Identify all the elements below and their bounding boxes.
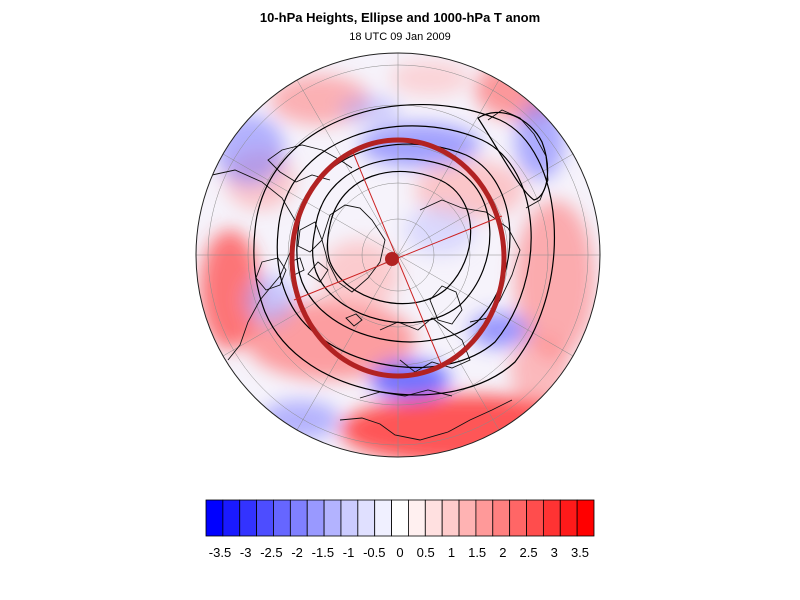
colorbar-box bbox=[340, 499, 359, 537]
cool-anomaly-patch bbox=[245, 275, 295, 325]
graticule bbox=[196, 53, 600, 457]
alaska-coast bbox=[267, 144, 353, 183]
warm-anomaly-patch bbox=[510, 335, 570, 405]
colorbar-box bbox=[424, 499, 443, 537]
colorbar-tick-label: 2.5 bbox=[520, 545, 538, 560]
colorbar-box bbox=[306, 499, 325, 537]
meridian bbox=[397, 79, 500, 256]
colorbar-box bbox=[256, 499, 274, 537]
colorbar-tick-label: -1.5 bbox=[312, 545, 334, 560]
colorbar-box bbox=[222, 499, 241, 537]
scandinavia-coast bbox=[429, 285, 463, 325]
meridian bbox=[397, 254, 574, 357]
colorbar-tick-label: 0.5 bbox=[417, 545, 435, 560]
meridian bbox=[397, 153, 574, 256]
iceland-coast bbox=[345, 313, 363, 327]
colorbar-box bbox=[374, 499, 392, 537]
colorbar-box bbox=[509, 499, 527, 537]
colorbar-tick-label: 2 bbox=[499, 545, 506, 560]
colorbar-labels: -3.5 -3 -2.5 -2 -1.5 -1 -0.5 0 0.5 1 1.5 2 2.5 3 3.5 bbox=[209, 545, 589, 560]
colorbar-tick-label: 1.5 bbox=[468, 545, 486, 560]
warm-anomaly-patch bbox=[320, 240, 400, 310]
colorbar-box bbox=[475, 499, 494, 537]
warm-anomaly-patch bbox=[245, 300, 415, 380]
greenland-coast bbox=[321, 204, 386, 293]
vortex-ellipse-outline bbox=[289, 137, 507, 379]
colorbar-box bbox=[441, 499, 460, 537]
cool-anomaly-patch bbox=[405, 205, 475, 255]
warm-anomaly-patch bbox=[515, 200, 595, 360]
colorbar-box bbox=[357, 499, 376, 537]
warm-anomaly-patch bbox=[340, 395, 600, 457]
colorbar-box bbox=[458, 499, 477, 537]
mediterranean-coast bbox=[359, 389, 453, 399]
colorbar-tick-label: -0.5 bbox=[363, 545, 385, 560]
colorbar-boxes bbox=[205, 499, 595, 537]
africa-coast bbox=[339, 399, 513, 441]
asia-east-coast bbox=[487, 109, 549, 209]
meridian bbox=[296, 79, 399, 256]
europe-coast bbox=[379, 317, 471, 373]
colorbar-box bbox=[526, 499, 544, 537]
height-contour bbox=[311, 158, 491, 324]
colorbar-box bbox=[576, 499, 595, 537]
colorbar-box bbox=[542, 499, 561, 537]
meridian bbox=[222, 254, 399, 357]
colorbar-tick-label: -2 bbox=[291, 545, 303, 560]
colorbar-box bbox=[323, 499, 342, 537]
height-contour bbox=[326, 170, 472, 305]
meridian bbox=[397, 254, 500, 431]
colorbar-box bbox=[559, 499, 578, 537]
colorbar-box bbox=[239, 499, 258, 537]
height-contour bbox=[276, 125, 532, 369]
colorbar-box bbox=[408, 499, 426, 537]
colorbar-tick-label: 3.5 bbox=[571, 545, 589, 560]
colorbar: -3.5 -3 -2.5 -2 -1.5 -1 -0.5 0 0.5 1 1.5 2 2.5 3 3.5 bbox=[205, 499, 595, 560]
colorbar-box bbox=[492, 499, 511, 537]
ellipse-center-marker bbox=[385, 252, 399, 266]
colorbar-box bbox=[273, 499, 291, 537]
colorbar-box bbox=[289, 499, 308, 537]
colorbar-tick-label: 1 bbox=[448, 545, 455, 560]
polar-map bbox=[195, 52, 601, 458]
colorbar-box bbox=[391, 499, 409, 537]
temperature-anomaly-field bbox=[200, 60, 600, 457]
warm-anomaly-patch bbox=[475, 60, 565, 120]
height-contour bbox=[477, 111, 549, 201]
warm-anomaly-patch bbox=[390, 60, 470, 96]
vortex-ellipse bbox=[289, 137, 507, 379]
warm-anomaly-patch bbox=[415, 160, 525, 220]
colorbar-box bbox=[205, 499, 224, 537]
colorbar-tick-label: 0 bbox=[396, 545, 403, 560]
meridian bbox=[296, 254, 399, 431]
meridian bbox=[222, 153, 399, 256]
colorbar-tick-label: -2.5 bbox=[260, 545, 282, 560]
figure-subtitle: 18 UTC 09 Jan 2009 bbox=[349, 31, 451, 43]
warm-anomaly-patch bbox=[200, 230, 260, 350]
colorbar-tick-label: -3 bbox=[240, 545, 252, 560]
colorbar-tick-label: -3.5 bbox=[209, 545, 231, 560]
cool-anomaly-patch bbox=[260, 400, 340, 440]
figure-title: 10-hPa Heights, Ellipse and 1000-hPa T a… bbox=[260, 10, 540, 25]
colorbar-tick-label: -1 bbox=[343, 545, 355, 560]
colorbar-tick-label: 3 bbox=[551, 545, 558, 560]
globe-outline bbox=[195, 52, 601, 458]
height-contour bbox=[253, 103, 556, 396]
